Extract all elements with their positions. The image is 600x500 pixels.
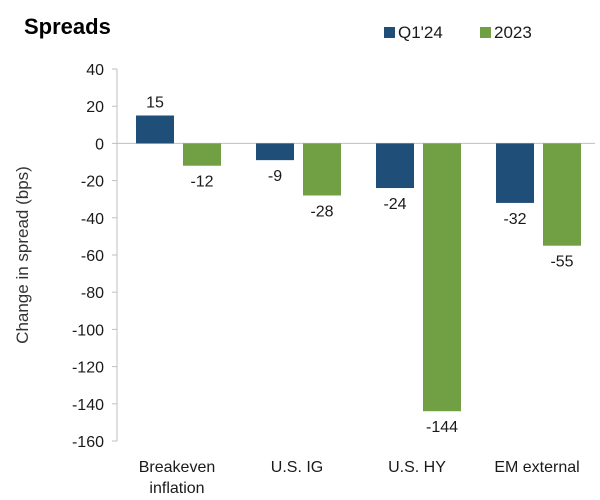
- data-label-q1-24-1: -9: [268, 168, 282, 185]
- bar-2023-2: [423, 143, 461, 412]
- y-tick-label: -80: [81, 285, 104, 302]
- data-label-q1-24-3: -32: [503, 211, 526, 228]
- data-label-2023-0: -12: [190, 174, 213, 191]
- category-label-2: U.S. HY: [388, 459, 446, 476]
- y-axis-label: Change in spread (bps): [13, 166, 32, 344]
- category-label-3: EM external: [494, 459, 579, 476]
- y-tick-label: 40: [86, 62, 104, 79]
- y-tick-label: -100: [72, 322, 104, 339]
- axes: [116, 69, 595, 441]
- category-label-1: U.S. IG: [271, 459, 323, 476]
- legend-label-2023: 2023: [494, 23, 532, 42]
- bar-2023-1: [303, 143, 341, 196]
- y-tick-label: -120: [72, 360, 104, 377]
- bar-q1-24-0: [136, 115, 174, 144]
- y-axis-ticks: 40 20 0 -20 -40 -60 -80 -100 -120 -140 -160: [72, 62, 117, 451]
- category-labels: Breakeven inflation U.S. IG U.S. HY EM exter…: [139, 459, 580, 497]
- y-tick-label: -40: [81, 211, 104, 228]
- chart-title: Spreads: [24, 14, 111, 39]
- legend: Q1'24 2023: [384, 23, 532, 42]
- data-label-2023-1: -28: [310, 203, 333, 220]
- y-tick-label: 20: [86, 99, 104, 116]
- category-label-0: inflation: [149, 480, 204, 497]
- data-label-q1-24-2: -24: [383, 196, 406, 213]
- y-tick-label: -160: [72, 434, 104, 451]
- bars: [136, 115, 581, 412]
- bar-2023-3: [543, 143, 581, 246]
- data-label-q1-24-0: 15: [146, 95, 164, 112]
- bar-q1-24-3: [496, 143, 534, 203]
- y-tick-label: -140: [72, 397, 104, 414]
- y-tick-label: -60: [81, 248, 104, 265]
- bar-2023-0: [183, 143, 221, 166]
- bar-q1-24-1: [256, 143, 294, 161]
- data-label-2023-2: -144: [426, 419, 458, 436]
- legend-swatch-q1-24: [384, 27, 395, 38]
- category-label-0: Breakeven: [139, 459, 216, 476]
- legend-swatch-2023: [480, 27, 491, 38]
- bar-q1-24-2: [376, 143, 414, 189]
- legend-label-q1-24: Q1'24: [398, 23, 443, 42]
- y-tick-label: 0: [95, 136, 104, 153]
- y-tick-label: -20: [81, 174, 104, 191]
- data-labels: 15 -12 -9 -28 -24 -144 -32 -55: [146, 95, 574, 437]
- data-label-2023-3: -55: [550, 254, 573, 271]
